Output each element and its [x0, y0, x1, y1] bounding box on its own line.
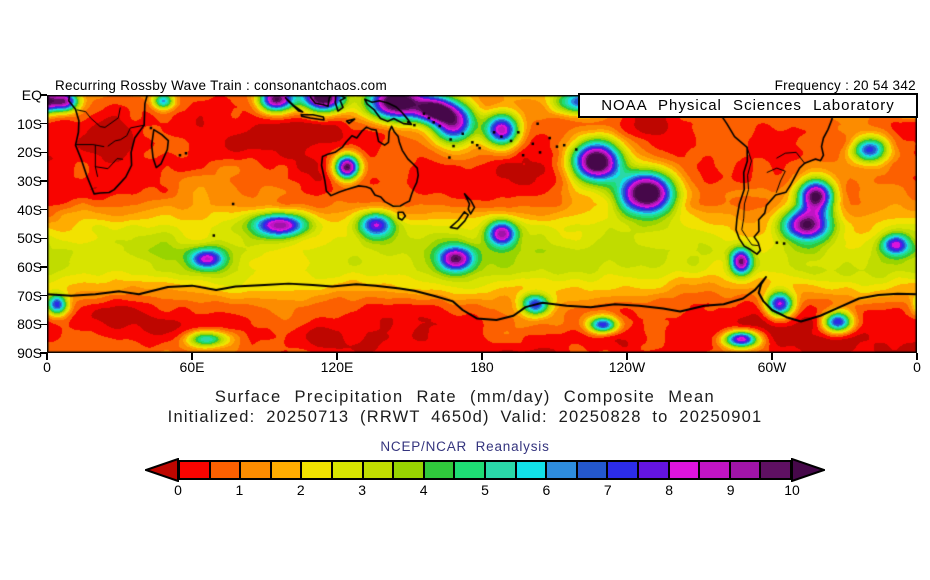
colorbar-cell: [669, 462, 701, 478]
lat-tick-mark: [40, 151, 47, 154]
colorbar-cell: [485, 462, 517, 478]
colorbar-cell: [516, 462, 548, 478]
lon-tick-label: 120W: [608, 359, 646, 375]
lon-tick-mark: [191, 353, 193, 360]
lat-tick-label: 90S: [17, 345, 42, 361]
plot-annotation-frequency: Frequency : 20 54 342: [774, 78, 916, 93]
lat-tick-label: 10S: [17, 115, 42, 132]
colorbar-cell: [455, 462, 486, 478]
colorbar-tick-label: 8: [665, 482, 674, 498]
lon-tick-mark: [916, 353, 918, 360]
lat-tick-label: 50S: [17, 230, 42, 247]
colorbar-tick-label: 6: [542, 482, 551, 498]
lon-tick-label: 0: [43, 359, 51, 375]
lon-tick-label: 60E: [179, 359, 205, 375]
colorbar-cell: [424, 462, 456, 478]
lat-tick-mark: [40, 94, 47, 96]
colorbar-cell: [638, 462, 670, 478]
lat-tick-label: 60S: [17, 259, 42, 275]
colorbar-cell: [180, 462, 211, 478]
lat-tick-mark: [40, 237, 47, 240]
colorbar-cell: [730, 462, 762, 478]
plot-title: Surface Precipitation Rate (mm/day) Comp…: [214, 388, 716, 406]
colorbar-cell: [241, 462, 272, 478]
colorbar-tick-label: 1: [235, 482, 244, 498]
colorbar-cell: [332, 462, 364, 478]
lat-tick-label: 70S: [17, 287, 42, 304]
noaa-overlay-box: NOAA Physical Sciences Laboratory: [578, 93, 918, 118]
colorbar-cell: [394, 462, 425, 478]
plot-annotation-left: Recurring Rossby Wave Train : consonantc…: [55, 78, 388, 93]
lon-tick-mark: [771, 353, 773, 360]
plot-subtitle: Initialized: 20250713 (RRWT 4650d) Valid…: [167, 408, 763, 426]
colorbar-cell: [577, 462, 609, 478]
lon-tick-mark: [626, 353, 628, 360]
lat-tick-mark: [40, 122, 47, 125]
noaa-overlay-label: NOAA Physical Sciences Laboratory: [601, 97, 895, 114]
lat-tick-label: 80S: [17, 316, 42, 333]
colorbar-over-arrow-icon: [791, 458, 825, 482]
lon-tick-mark: [46, 353, 48, 360]
lat-tick-mark: [40, 323, 47, 326]
colorbar-cell: [302, 462, 333, 478]
lon-tick-label: 60W: [757, 359, 787, 375]
lon-tick-mark: [336, 353, 338, 360]
lat-tick-label: EQ: [21, 87, 42, 103]
colorbar-cells: [178, 460, 792, 480]
colorbar-tick-label: 7: [603, 482, 612, 498]
colorbar-cell: [700, 462, 731, 478]
colorbar-tick-label: 0: [174, 482, 182, 498]
colorbar-under-arrow-icon: [145, 458, 179, 482]
colorbar-tick-label: 5: [481, 482, 489, 498]
lat-tick-label: 40S: [17, 201, 42, 218]
lat-tick-mark: [40, 208, 47, 211]
lat-tick-mark: [40, 266, 47, 268]
colorbar-cell: [210, 462, 242, 478]
lon-tick-label: 120E: [320, 359, 354, 375]
lat-tick-label: 20S: [17, 144, 42, 161]
colorbar-tick-label: 10: [784, 482, 800, 498]
lat-tick-mark: [40, 180, 47, 182]
lat-tick-mark: [40, 352, 47, 354]
colorbar-tick-label: 2: [296, 482, 305, 498]
precipitation-map-canvas: [47, 95, 917, 353]
lon-tick-label: 180: [470, 359, 494, 375]
lat-tick-label: 30S: [17, 173, 42, 189]
colorbar-cell: [761, 462, 790, 478]
colorbar-cell: [608, 462, 639, 478]
colorbar-cell: [547, 462, 578, 478]
colorbar-cell: [271, 462, 303, 478]
data-source-label: NCEP/NCAR Reanalysis: [380, 439, 550, 454]
colorbar-tick-label: 9: [726, 482, 735, 498]
colorbar-tick-label: 4: [419, 482, 428, 498]
lon-tick-mark: [481, 353, 483, 360]
lat-tick-mark: [40, 294, 47, 297]
map-plot-area: [47, 95, 917, 353]
colorbar-cell: [363, 462, 395, 478]
colorbar-tick-label: 3: [358, 482, 367, 498]
lon-tick-label: 0: [913, 359, 921, 375]
